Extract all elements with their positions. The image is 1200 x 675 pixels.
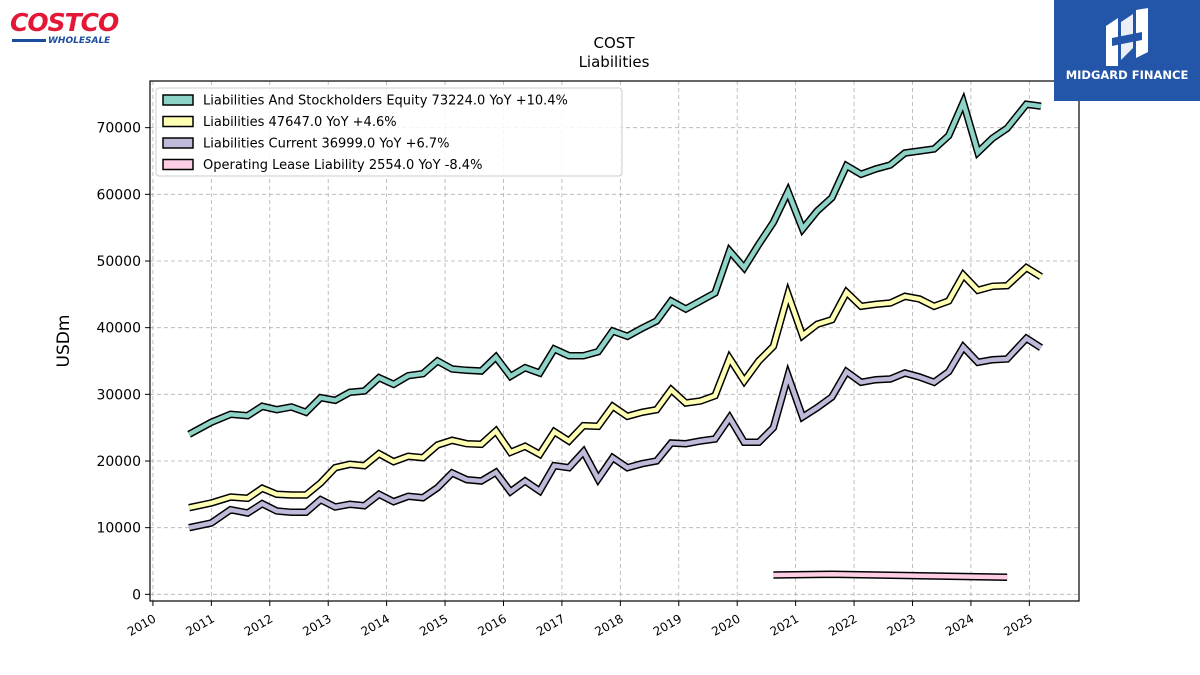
x-tick-label: 2013: [300, 611, 333, 638]
x-axis: 2010 2011 2012 2013 2014 2015 2016 2017 2018 2019…: [125, 601, 1035, 639]
y-tick-label: 70000: [96, 121, 141, 137]
y-tick-label: 40000: [96, 321, 141, 337]
legend-swatch: [162, 115, 194, 128]
series-line: [773, 572, 1008, 580]
x-tick-label: 2024: [943, 611, 976, 638]
costco-logo-text: COSTCO: [10, 8, 119, 37]
x-tick-label: 2025: [1001, 611, 1034, 638]
y-tick-label: 60000: [96, 187, 141, 203]
chart-title: COST: [594, 34, 636, 52]
x-tick-label: 2023: [885, 611, 918, 638]
series-layer: [187, 91, 1044, 582]
series-line: [188, 95, 1042, 437]
y-tick-label: 30000: [96, 387, 141, 403]
midgard-finance-name: MIDGARD FINANCE: [1065, 68, 1189, 82]
x-tick-label: 2012: [242, 611, 275, 638]
series-line-outline: [188, 333, 1044, 532]
legend: Liabilities And Stockholders Equity 7322…: [155, 87, 623, 177]
legend-swatch: [162, 94, 194, 106]
midgard-mark-icon: [1106, 8, 1148, 66]
series-3: [773, 570, 1008, 582]
series-0: [187, 91, 1042, 438]
chart-subtitle: Liabilities: [579, 53, 650, 71]
y-tick-label: 50000: [96, 254, 141, 270]
plot-frame: [149, 80, 1080, 602]
series-line-outline: [188, 263, 1043, 512]
x-tick-label: 2021: [768, 611, 801, 638]
legend-swatch: [162, 158, 194, 171]
series-line: [188, 335, 1043, 530]
costco-logo-bar: [12, 39, 46, 42]
midgard-finance-logo: MIDGARD FINANCE: [1054, 0, 1200, 101]
x-tick-label: 2017: [534, 611, 567, 638]
y-tick-label: 0: [132, 587, 141, 603]
series-line: [188, 264, 1043, 510]
legend-entry: Liabilities Current 36999.0 YoY +6.7%: [203, 137, 450, 152]
x-tick-label: 2014: [359, 611, 392, 638]
y-tick-label: 10000: [96, 521, 141, 537]
legend-swatch: [162, 137, 194, 149]
series-1: [188, 263, 1043, 512]
x-tick-label: 2022: [826, 611, 859, 638]
costco-logo-subtext: WHOLESALE: [48, 36, 111, 46]
x-tick-label: 2020: [709, 611, 742, 638]
x-tick-label: 2019: [651, 611, 684, 638]
x-tick-label: 2016: [476, 611, 509, 638]
y-axis-label: USDm: [54, 315, 74, 368]
x-tick-label: 2010: [125, 611, 158, 638]
x-tick-label: 2018: [592, 611, 625, 638]
legend-entry: Liabilities 47647.0 YoY +4.6%: [203, 115, 397, 130]
legend-entry: Operating Lease Liability 2554.0 YoY -8.…: [203, 158, 482, 173]
legend-box: [155, 87, 623, 177]
x-tick-label: 2011: [183, 611, 216, 638]
y-tick-label: 20000: [96, 454, 141, 470]
legend-entry: Liabilities And Stockholders Equity 7322…: [203, 94, 568, 109]
costco-logo: COSTCO WHOLESALE: [10, 10, 136, 50]
x-tick-label: 2015: [417, 611, 450, 638]
series-2: [188, 333, 1044, 532]
y-axis: 0 10000 20000 30000 40000 50000 60000 70000: [96, 121, 150, 603]
